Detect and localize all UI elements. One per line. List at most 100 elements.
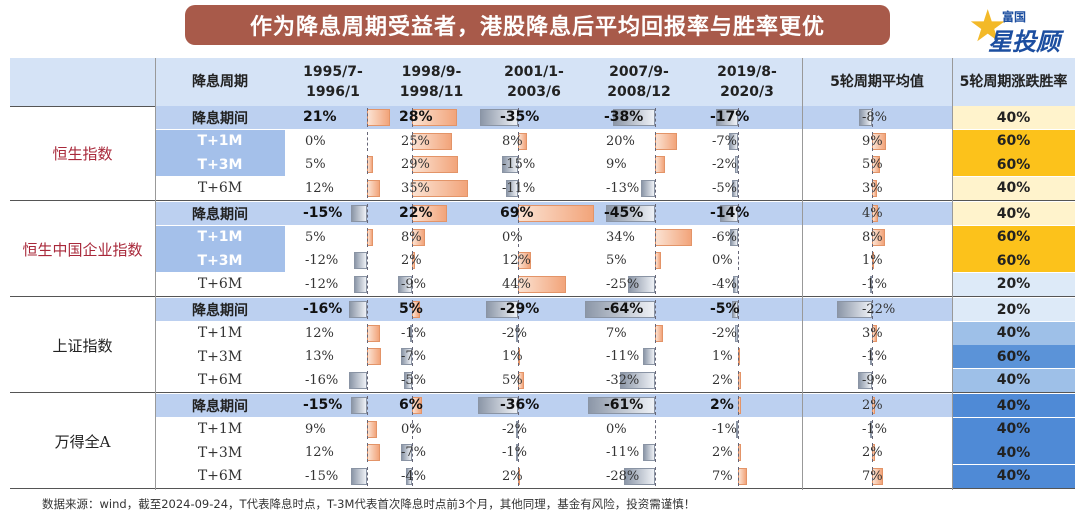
data-bar xyxy=(642,444,655,461)
bar-axis xyxy=(367,274,368,294)
value-label: 12% xyxy=(305,325,334,341)
value-label: 2% xyxy=(712,372,733,388)
winrate-cell: 40% xyxy=(952,417,1075,441)
bar-axis xyxy=(872,227,873,247)
bar-axis xyxy=(738,370,739,390)
bar-axis xyxy=(655,131,656,151)
bar-axis xyxy=(518,419,519,439)
bar-axis xyxy=(518,370,519,390)
index-name: 恒生中国企业指数 xyxy=(22,240,143,259)
bar-axis xyxy=(655,443,656,462)
bar-axis xyxy=(518,131,519,151)
value-label: 8% xyxy=(502,133,523,149)
bar-axis xyxy=(412,227,413,247)
value-label: -11% xyxy=(502,180,536,196)
brand-logo: ★ 富国 星投顾 xyxy=(968,2,1078,57)
data-bar xyxy=(501,156,518,173)
bar-axis xyxy=(872,131,873,151)
value-label: 12% xyxy=(305,445,334,460)
data-bar xyxy=(353,275,367,293)
value-label: 9% xyxy=(862,133,883,149)
bar-axis xyxy=(412,347,413,366)
bar-axis xyxy=(518,300,519,319)
data-bar xyxy=(397,275,412,293)
bar-axis xyxy=(518,274,519,294)
bar-axis xyxy=(655,251,656,270)
value-label: -4% xyxy=(401,468,427,484)
value-label: 20% xyxy=(606,133,635,149)
row-label: T+1M xyxy=(197,325,243,341)
bar-axis xyxy=(518,347,519,366)
value-label: -16% xyxy=(303,301,343,317)
winrate-cell: 40% xyxy=(952,464,1075,488)
row-label: 降息期间 xyxy=(192,206,248,223)
data-bar xyxy=(655,228,693,246)
bar-axis xyxy=(872,443,873,462)
bar-axis xyxy=(367,131,368,151)
bar-axis xyxy=(367,108,368,127)
bar-axis xyxy=(872,370,873,390)
data-bar xyxy=(735,156,738,173)
value-label: -1% xyxy=(862,421,888,437)
highlight-label-band xyxy=(155,129,285,153)
winrate-cell: 60% xyxy=(952,129,1075,153)
header-cycle-4: 2007/9- 2008/12 xyxy=(607,64,671,100)
value-label: 0% xyxy=(401,421,422,437)
value-label: 69% xyxy=(500,205,534,221)
column-separator xyxy=(155,58,156,490)
value-label: -5% xyxy=(710,301,740,317)
value-label: -5% xyxy=(712,180,738,196)
bar-axis xyxy=(872,300,873,319)
bar-axis xyxy=(412,466,413,486)
value-label: 5% xyxy=(305,157,326,172)
data-bar xyxy=(735,324,738,342)
value-label: 22% xyxy=(399,205,433,221)
value-label: -11% xyxy=(606,349,640,364)
bar-axis xyxy=(872,155,873,174)
value-label: 5% xyxy=(862,157,883,172)
page-title: 作为降息周期受益者，港股降息后平均回报率与胜率更优 xyxy=(185,5,890,45)
bar-axis xyxy=(412,300,413,319)
row-label: T+3M xyxy=(197,252,243,269)
data-bar xyxy=(410,324,412,342)
value-label: 0% xyxy=(502,229,523,245)
bar-axis xyxy=(367,370,368,390)
bar-axis xyxy=(518,227,519,247)
value-label: -1% xyxy=(862,276,888,292)
winrate-cell: 40% xyxy=(952,202,1075,225)
value-label: -1% xyxy=(401,325,427,341)
index-name: 恒生指数 xyxy=(52,144,113,163)
value-label: 21% xyxy=(303,109,337,125)
bar-axis xyxy=(367,204,368,223)
header-cycle-3: 2001/1- 2003/6 xyxy=(504,64,564,100)
bar-axis xyxy=(738,178,739,198)
bar-axis xyxy=(655,204,656,223)
value-label: 2% xyxy=(502,468,523,484)
bar-axis xyxy=(518,396,519,415)
data-bar xyxy=(353,252,367,269)
data-bar xyxy=(870,275,872,293)
row-label: T+6M xyxy=(197,468,243,484)
value-label: -38% xyxy=(604,109,644,125)
column-separator xyxy=(952,58,953,490)
value-label: -11% xyxy=(606,445,640,460)
bar-axis xyxy=(738,396,739,415)
value-label: 5% xyxy=(399,301,423,317)
data-bar xyxy=(584,301,655,318)
bar-axis xyxy=(872,347,873,366)
row-label: T+1M xyxy=(197,421,243,437)
bar-axis xyxy=(412,274,413,294)
bar-axis xyxy=(738,466,739,486)
bar-axis xyxy=(655,347,656,366)
bar-axis xyxy=(412,370,413,390)
value-label: 1% xyxy=(502,349,523,364)
value-label: -29% xyxy=(500,301,540,317)
data-bar xyxy=(515,420,518,438)
value-label: 2% xyxy=(712,445,733,460)
data-bar xyxy=(732,275,738,293)
winrate-cell: 40% xyxy=(952,176,1075,200)
bar-axis xyxy=(738,108,739,127)
column-separator xyxy=(802,58,803,490)
row-label: T+1M xyxy=(197,133,243,149)
bar-axis xyxy=(655,466,656,486)
